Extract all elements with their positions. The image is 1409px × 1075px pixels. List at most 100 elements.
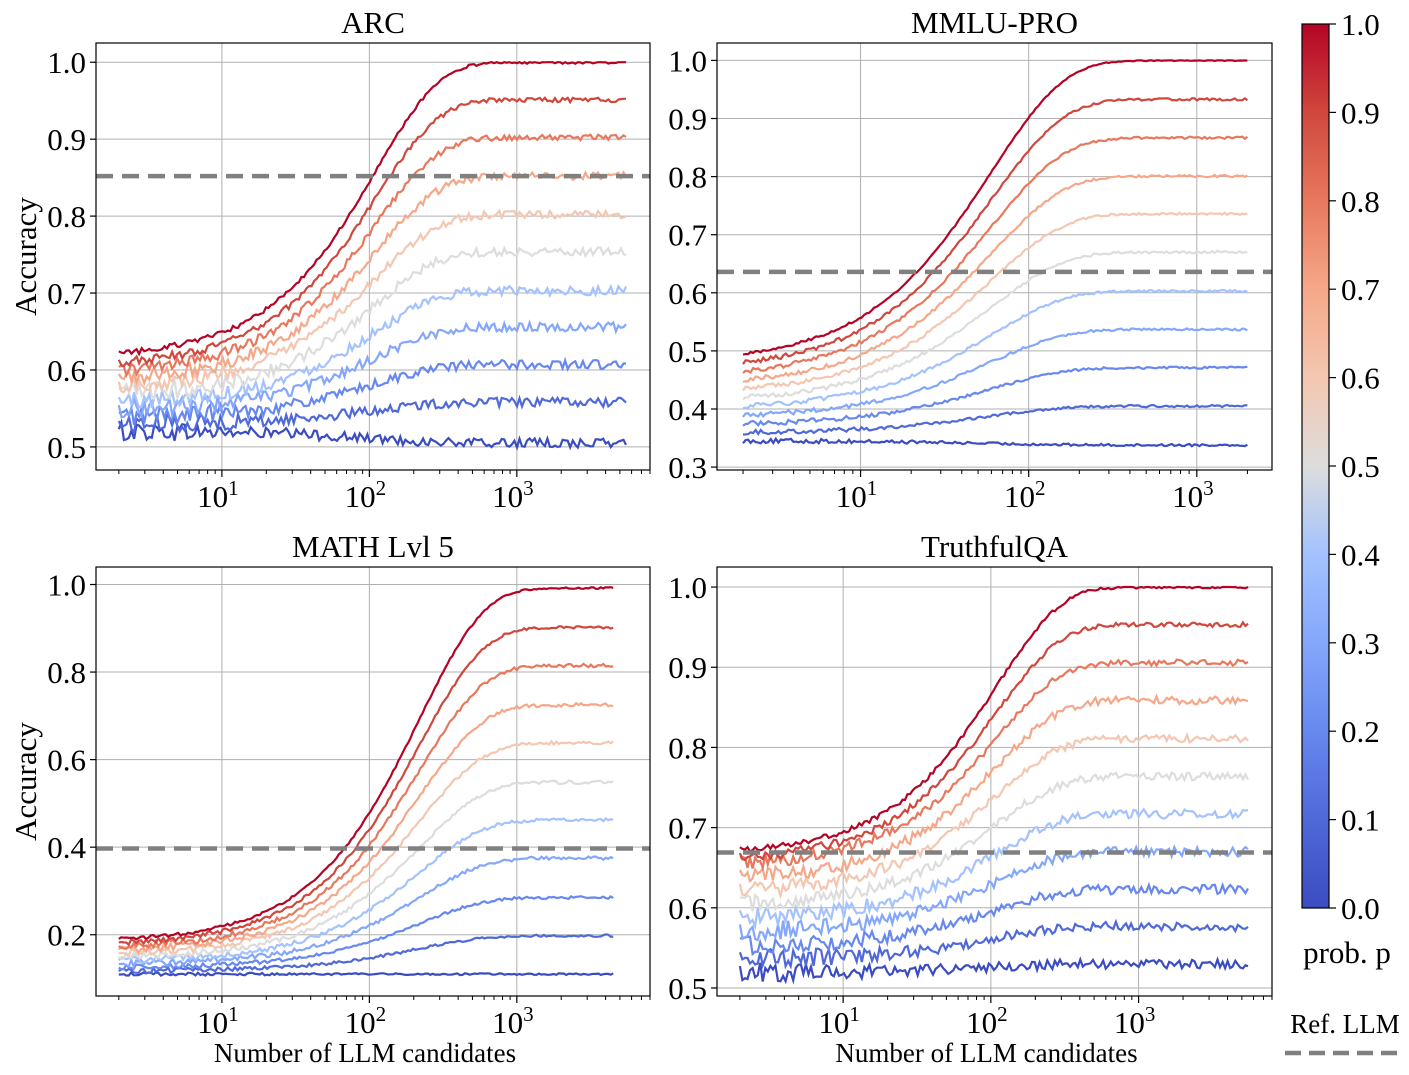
- colorbar-label: prob. p: [1303, 935, 1391, 970]
- x-tick-exponent: 3: [523, 1002, 534, 1026]
- y-tick-label: 1.0: [47, 568, 86, 603]
- colorbar-tick-label: 0.1: [1341, 803, 1380, 838]
- series-line-p0.0: [742, 436, 1248, 448]
- x-tick-exponent: 2: [1035, 476, 1046, 500]
- y-tick-label: 0.5: [668, 971, 707, 1006]
- colorbar-tick-label: 1.0: [1341, 7, 1380, 42]
- series-group: [117, 586, 614, 977]
- colorbar: 0.0 0.1 0.2 0.3 0.4 0.5 0.6 0.7 0.8 0.9 1.0 prob. …: [1301, 7, 1391, 970]
- series-group: [117, 60, 628, 451]
- y-tick-label: 0.8: [668, 160, 707, 195]
- x-tick-exponent: 1: [849, 1002, 860, 1026]
- series-line-p0.1: [738, 918, 1249, 970]
- x-tick-base: 10: [345, 479, 376, 514]
- series-line-p0.9: [742, 97, 1249, 365]
- y-tick-label: 0.9: [668, 650, 707, 685]
- y-tick-label: 0.9: [47, 122, 86, 157]
- series-line-p1.0: [118, 586, 614, 941]
- x-tick-base: 10: [836, 479, 867, 514]
- x-tick-base: 10: [1004, 479, 1035, 514]
- y-tick-label: 0.5: [668, 334, 707, 369]
- series-line-p0.5: [739, 770, 1249, 912]
- series-group: [742, 59, 1249, 448]
- series-line-p0.3: [742, 327, 1248, 418]
- y-tick-label: 0.4: [47, 830, 86, 865]
- panel-title: MMLU-PRO: [911, 5, 1078, 40]
- x-tick-exponent: 2: [376, 476, 387, 500]
- y-axis-label: Accuracy: [8, 722, 43, 841]
- series-line-p0.2: [739, 881, 1249, 957]
- series-line-p1.0: [742, 59, 1248, 356]
- y-tick-label: 0.6: [47, 743, 86, 778]
- colorbar-gradient: [1301, 23, 1330, 909]
- series-line-p0.2: [118, 894, 614, 971]
- x-tick-label: 101: [197, 1002, 239, 1040]
- x-tick-label: 102: [345, 476, 387, 514]
- x-tick-base: 10: [1172, 479, 1203, 514]
- x-tick-exponent: 2: [997, 1002, 1008, 1026]
- x-tick-exponent: 1: [228, 476, 239, 500]
- series-line-p0.5: [118, 779, 614, 961]
- x-tick-exponent: 3: [523, 476, 534, 500]
- colorbar-tick-label: 0.7: [1341, 272, 1380, 307]
- series-line-p1.0: [118, 60, 626, 357]
- series-line-p0.8: [739, 658, 1249, 872]
- x-tick-label: 101: [197, 476, 239, 514]
- colorbar-tick-label: 0.8: [1341, 184, 1380, 219]
- colorbar-tick-label: 0.9: [1341, 95, 1380, 130]
- series-line-p0.9: [738, 620, 1249, 862]
- x-tick-base: 10: [197, 1005, 228, 1040]
- x-tick-label: 103: [492, 476, 534, 514]
- colorbar-tick-label: 0.3: [1341, 626, 1380, 661]
- series-line-p0.6: [117, 208, 627, 394]
- x-tick-exponent: 3: [1203, 476, 1214, 500]
- series-line-p0.4: [742, 288, 1248, 410]
- y-tick-label: 1.0: [47, 45, 86, 80]
- y-tick-label: 0.7: [668, 811, 707, 846]
- x-axis-label: Number of LLM candidates: [214, 1038, 516, 1068]
- panel-title: MATH Lvl 5: [292, 529, 454, 564]
- x-tick-base: 10: [966, 1005, 997, 1040]
- y-tick-label: 1.0: [668, 570, 707, 605]
- series-line-p0.5: [118, 245, 627, 402]
- x-tick-base: 10: [492, 479, 523, 514]
- series-line-p0.3: [118, 855, 614, 970]
- y-tick-label: 0.5: [47, 430, 86, 465]
- y-tick-label: 0.8: [47, 655, 86, 690]
- x-tick-label: 102: [1004, 476, 1046, 514]
- x-tick-label: 102: [966, 1002, 1008, 1040]
- series-line-p0.6: [118, 739, 614, 958]
- series-line-p0.5: [742, 249, 1248, 401]
- y-tick-label: 0.9: [668, 102, 707, 137]
- x-tick-base: 10: [492, 1005, 523, 1040]
- x-tick-exponent: 2: [376, 1002, 387, 1026]
- series-line-p0.0: [118, 970, 614, 977]
- series-line-p0.0: [738, 956, 1249, 985]
- x-tick-label: 103: [492, 1002, 534, 1040]
- colorbar-tick-label: 0.6: [1341, 361, 1380, 396]
- series-line-p0.7: [738, 693, 1249, 884]
- axes-frame: [95, 566, 651, 997]
- x-tick-base: 10: [818, 1005, 849, 1040]
- x-axis-label: Number of LLM candidates: [835, 1038, 1137, 1068]
- colorbar-tick-label: 0.5: [1341, 449, 1380, 484]
- series-line-p0.8: [118, 133, 627, 379]
- panel-title: TruthfulQA: [921, 529, 1069, 564]
- series-line-p0.4: [738, 807, 1249, 931]
- y-tick-label: 0.7: [47, 276, 86, 311]
- axes-frame: [716, 566, 1273, 997]
- x-tick-base: 10: [1114, 1005, 1145, 1040]
- axes-frame: [95, 42, 651, 471]
- series-line-p0.7: [742, 173, 1248, 383]
- series-line-p0.4: [118, 817, 614, 964]
- y-tick-label: 1.0: [668, 43, 707, 78]
- x-tick-exponent: 1: [867, 476, 878, 500]
- series-line-p0.4: [117, 283, 628, 409]
- x-tick-exponent: 1: [228, 1002, 239, 1026]
- y-tick-label: 0.8: [668, 730, 707, 765]
